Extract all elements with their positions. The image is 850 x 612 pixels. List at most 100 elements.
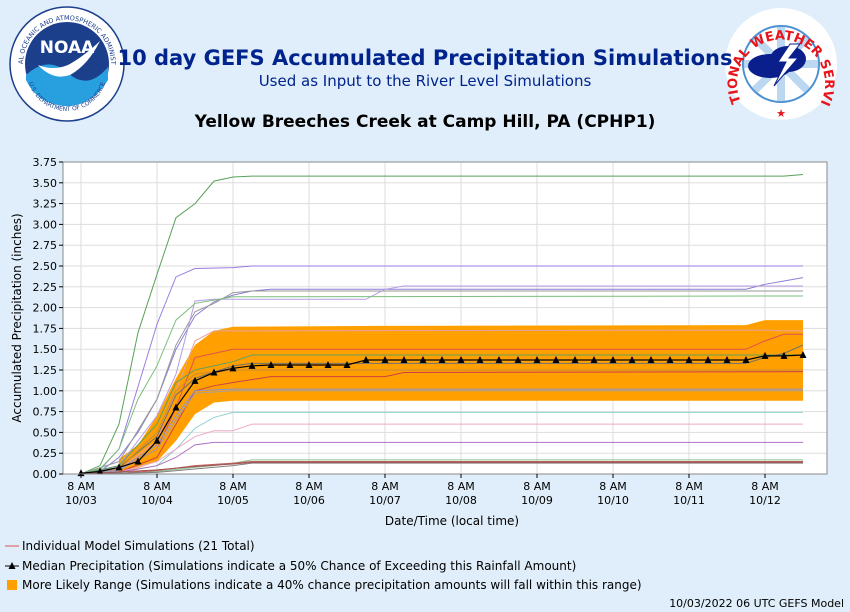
median-point: [248, 361, 256, 369]
median-point: [172, 403, 180, 411]
y-tick-label: 3.25: [33, 198, 58, 211]
median-point: [666, 356, 674, 364]
median-point: [628, 356, 636, 364]
legend: Individual Model Simulations (21 Total) M…: [5, 539, 642, 592]
x-tick-time: 8 AM: [675, 480, 703, 493]
median-point: [457, 356, 465, 364]
y-tick-label: 1.50: [33, 343, 58, 356]
legend-median-swatch-marker: [8, 562, 16, 569]
x-tick-time: 8 AM: [143, 480, 171, 493]
median-point: [685, 356, 693, 364]
median-point: [609, 356, 617, 364]
member-simulation-line: [80, 461, 803, 475]
legend-band-swatch: [7, 580, 17, 590]
member-simulation-line: [80, 285, 803, 475]
y-tick-label: 0.00: [33, 468, 58, 481]
x-tick-date: 10/05: [217, 494, 249, 507]
x-tick-time: 8 AM: [67, 480, 95, 493]
x-tick-time: 8 AM: [371, 480, 399, 493]
member-simulation-line: [80, 390, 803, 475]
median-point: [286, 361, 294, 369]
y-tick-label: 2.00: [33, 302, 58, 315]
y-tick-label: 2.75: [33, 239, 58, 252]
median-point: [533, 356, 541, 364]
y-tick-label: 1.25: [33, 364, 58, 377]
legend-label: Median Precipitation (Simulations indica…: [22, 559, 576, 573]
x-tick-time: 8 AM: [599, 480, 627, 493]
x-axis-label: Date/Time (local time): [385, 514, 519, 528]
median-point: [381, 356, 389, 364]
median-point: [723, 356, 731, 364]
median-point: [476, 356, 484, 364]
chart-title: Yellow Breeches Creek at Camp Hill, PA (…: [194, 112, 656, 132]
median-point: [552, 356, 560, 364]
median-point: [647, 356, 655, 364]
median-point: [799, 351, 807, 359]
member-simulation-line: [80, 354, 803, 475]
nws-star-icon: ★: [776, 107, 786, 120]
median-point: [210, 368, 218, 376]
y-tick-label: 0.25: [33, 447, 58, 460]
x-tick-date: 10/06: [293, 494, 325, 507]
median-point: [780, 351, 788, 359]
median-point: [115, 463, 123, 471]
median-point: [438, 356, 446, 364]
noaa-wordmark: NOAA: [40, 38, 95, 58]
plot-border: [62, 161, 828, 475]
x-tick-date: 10/07: [369, 494, 401, 507]
median-point: [419, 356, 427, 364]
median-point: [590, 356, 598, 364]
median-point: [191, 376, 199, 384]
page-title: 10 day GEFS Accumulated Precipitation Si…: [117, 46, 733, 70]
member-simulation-line: [80, 290, 803, 475]
member-simulation-line: [80, 173, 804, 475]
x-tick-time: 8 AM: [523, 480, 551, 493]
median-point: [495, 356, 503, 364]
median-point: [267, 361, 275, 369]
median-point: [400, 356, 408, 364]
y-axis-label: Accumulated Precipitation (inches): [10, 213, 24, 422]
x-tick-time: 8 AM: [219, 480, 247, 493]
y-tick-label: 3.75: [33, 156, 58, 169]
y-tick-label: 3.00: [33, 218, 58, 231]
median-point: [134, 457, 142, 465]
median-point: [324, 361, 332, 369]
y-tick-label: 2.50: [33, 260, 58, 273]
member-simulation-line: [80, 371, 804, 475]
y-tick-label: 3.50: [33, 177, 58, 190]
legend-label: More Likely Range (Simulations indicate …: [22, 578, 642, 592]
median-point: [571, 356, 579, 364]
median-point: [704, 356, 712, 364]
legend-label: Individual Model Simulations (21 Total): [22, 539, 255, 553]
median-point: [305, 361, 313, 369]
median-point: [362, 356, 370, 364]
model-run-footer: 10/03/2022 06 UTC GEFS Model: [669, 597, 844, 610]
x-tick-date: 10/11: [673, 494, 705, 507]
y-tick-label: 1.00: [33, 385, 58, 398]
y-tick-label: 0.75: [33, 406, 58, 419]
median-line: [77, 351, 807, 477]
y-axis: 0.00 0.25 0.50 0.75 1.00 1.25 1.50 1.75 2.00 2.25…: [33, 156, 63, 481]
median-point: [229, 364, 237, 372]
median-point: [343, 361, 351, 369]
member-simulation-line: [80, 423, 803, 475]
page-subtitle: Used as Input to the River Level Simulat…: [258, 72, 592, 90]
noaa-logo: NOAA NATIONAL OCEANIC AND ATMOSPHERIC AD…: [8, 5, 125, 122]
y-tick-label: 0.50: [33, 426, 58, 439]
member-simulation-line: [80, 329, 803, 475]
median-point: [514, 356, 522, 364]
x-tick-time: 8 AM: [751, 480, 779, 493]
x-tick-date: 10/03: [65, 494, 97, 507]
nws-logo: NATIONAL WEATHER SERVICE ★: [720, 4, 837, 120]
median-point: [96, 467, 104, 475]
x-tick-date: 10/12: [749, 494, 781, 507]
x-tick-time: 8 AM: [295, 480, 323, 493]
x-tick-time: 8 AM: [447, 480, 475, 493]
member-simulation-line: [80, 462, 803, 475]
x-tick-date: 10/09: [521, 494, 553, 507]
median-point: [761, 351, 769, 359]
x-tick-date: 10/04: [141, 494, 173, 507]
median-point: [153, 436, 161, 444]
